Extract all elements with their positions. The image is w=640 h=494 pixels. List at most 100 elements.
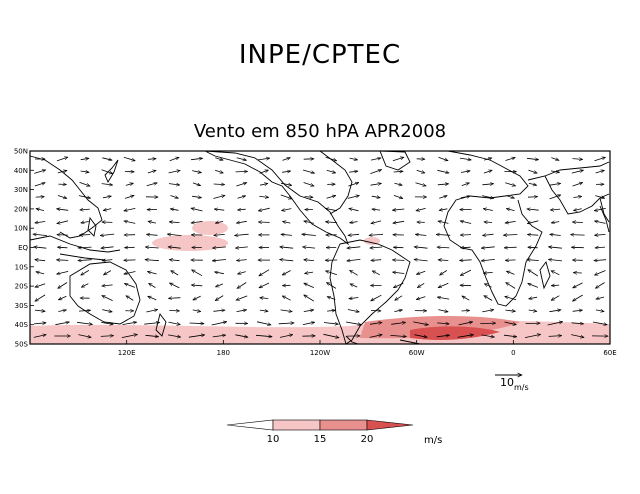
wind-vector [440,270,448,276]
wind-vector [279,335,293,338]
wind-vector [484,283,492,288]
wind-vector [482,195,494,199]
wind-vector [551,157,559,161]
map-title: Vento em 850 hPA APR2008 [193,121,447,142]
wind-vector [438,221,449,224]
wind-vector [549,183,561,185]
wind-vector [280,194,292,199]
lat-tick-label: 50N [14,148,28,156]
color-legend: 10 15 20 m/s [226,419,442,446]
legend-label-15: 15 [314,434,327,445]
wind-vector [304,282,314,288]
wind-vector [349,208,359,212]
wind-vector [392,260,405,261]
legend-swatch-above-20 [366,419,414,431]
wind-vector [170,209,179,211]
lat-tick-label: 40S [15,321,29,329]
wind-vector [323,323,338,325]
wind-vector [189,323,204,324]
wind-vector [416,169,425,173]
wind-vector [145,335,159,336]
wind-vector [81,270,90,275]
lon-tick-label: 180 [217,349,230,357]
wind-vector [323,333,339,337]
wind-vector [527,220,539,224]
wind-vector [460,196,470,198]
wind-vector [595,270,606,276]
wind-vector [326,222,337,223]
wind-vector [528,283,539,288]
lat-tick-label: 40N [14,167,28,175]
wind-vector [506,283,516,289]
reference-vector-value: 10 [500,376,514,389]
wind-vector [58,310,66,312]
wind-vector [393,209,405,210]
wind-vector [190,158,203,159]
wind-vector [371,260,382,261]
wind-vector [57,271,69,274]
wind-vector [549,310,561,312]
wind-vector [416,270,426,274]
wind-vector [483,234,494,235]
lat-tick-label: 10S [15,263,29,271]
wind-vector [439,209,448,211]
wind-vector [551,270,560,276]
greenland-coast [379,150,411,171]
wind-vector [236,183,246,187]
wind-vector [260,183,268,185]
wind-vector [484,296,493,301]
wind-vector [78,195,91,199]
wind-vector [480,323,495,324]
wind-vector [527,197,538,198]
wind-vector [168,170,181,174]
wind-vector [596,297,605,299]
wind-vector [415,234,427,235]
wind-vector [303,182,314,187]
lon-tick-label: 60E [603,349,616,357]
wind-vector [595,282,605,289]
wind-vector [505,158,516,161]
wind-vector [77,321,92,324]
wind-vector [121,334,138,338]
wind-vector [123,156,135,161]
wind-vector [482,310,494,313]
wind-vector [350,283,358,288]
wind-vector [122,322,137,325]
wind-vector [280,260,294,261]
wind-vector [215,158,223,160]
wind-vector [481,259,495,261]
wind-vector [483,170,492,174]
wind-vector [191,208,203,212]
wind-vector [461,310,470,311]
wind-vector [461,247,471,248]
wind-vector [102,157,112,160]
wind-vector [101,169,113,174]
wind-vector [437,297,450,299]
wind-vector [168,184,180,185]
wind-vector [168,298,181,299]
wind-vector [370,183,382,185]
wind-vector [302,169,315,173]
lat-tick-label: 50S [15,341,29,349]
wind-vector [302,234,316,235]
wind-vector [506,271,515,275]
wind-vector [548,336,562,337]
wind-vector [394,310,402,312]
wind-vector [370,170,381,174]
wind-vector [214,169,223,173]
wind-vector [102,309,112,312]
japan-coast [104,159,119,183]
wind-vector [393,171,403,172]
wind-vector [503,235,518,236]
wind-vector [170,195,178,199]
wind-vector [504,247,517,248]
wind-vector [33,234,48,236]
wind-vector [525,323,541,324]
lat-tick-label: 30N [14,186,28,194]
wind-vector [505,221,516,223]
wind-vector [349,298,359,299]
wind-vector [326,196,336,199]
wind-vector [460,285,472,286]
wind-vector [80,209,90,210]
